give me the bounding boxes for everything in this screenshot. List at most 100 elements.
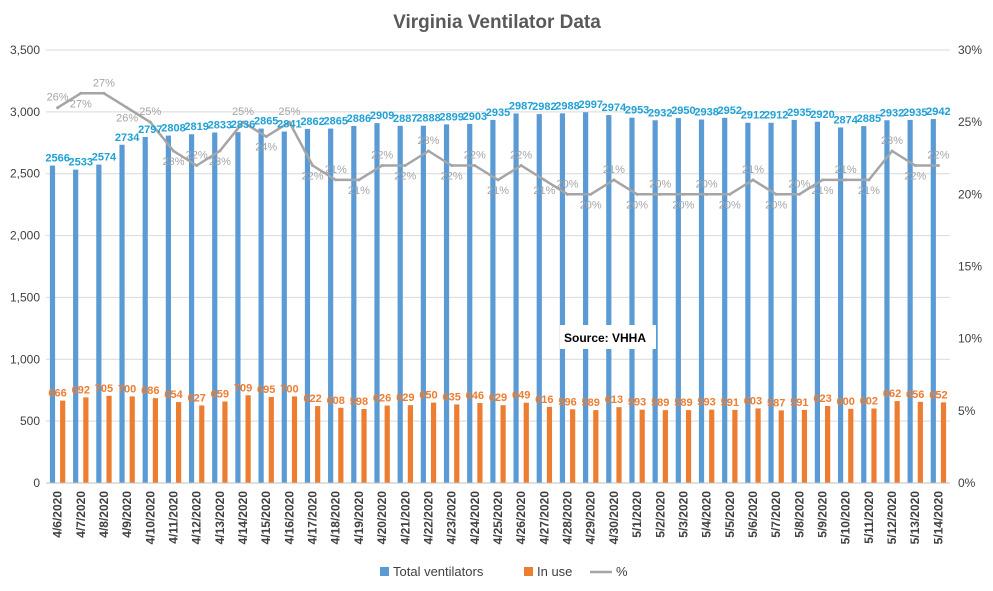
bar-in-use [430,402,437,483]
percent-data-label: 22% [927,149,949,161]
total-data-label: 2952 [718,105,742,117]
bar-in-use [361,409,367,483]
in-use-data-label: 695 [257,384,275,396]
percent-data-label: 24% [255,142,277,154]
x-tick-label: 4/13/2020 [213,491,227,545]
total-data-label: 2841 [277,119,301,131]
y-left-tick-label: 1,000 [10,352,40,366]
x-tick-label: 4/24/2020 [468,491,482,545]
percent-data-label: 21% [835,164,857,176]
in-use-data-label: 602 [860,396,878,408]
left-axis: 0 500 1,000 1,500 2,000 2,500 3,000 3,500 [10,43,40,490]
x-tick-label: 5/8/2020 [792,491,806,538]
in-use-data-label: 666 [48,388,66,400]
bar-total-ventilators [930,119,936,484]
bar-in-use [894,401,900,483]
total-data-label: 2988 [555,100,579,112]
in-use-data-label: 591 [721,397,739,409]
total-data-label: 2888 [416,113,440,125]
percent-data-label: 20% [672,199,694,211]
x-tick-label: 5/10/2020 [839,491,853,545]
percent-point [79,91,83,95]
bar-in-use [709,409,715,483]
bar-in-use [848,408,854,483]
x-tick-label: 5/9/2020 [816,491,830,538]
x-tick-label: 5/13/2020 [908,491,922,545]
x-tick-label: 4/12/2020 [190,491,204,545]
percent-point [797,192,801,196]
bar-in-use [454,404,460,483]
in-use-data-label: 662 [883,388,901,400]
bar-total-ventilators [374,123,380,483]
percent-data-label: 27% [93,77,115,89]
percent-point [241,120,245,124]
bar-in-use [593,410,599,483]
bar-in-use [523,402,529,483]
percent-data-label: 23% [209,156,231,168]
percent-point [148,120,152,124]
bar-total-ventilators [188,134,195,483]
in-use-data-label: 652 [929,389,947,401]
percent-point [890,149,894,153]
total-data-label: 2886 [347,113,371,125]
percent-point [311,163,315,167]
bar-in-use [222,401,228,483]
x-tick-label: 4/6/2020 [51,491,65,538]
source-note-text: Source: VHHA [564,331,646,345]
legend-label-total: Total ventilators [393,564,484,579]
total-data-label: 2899 [439,111,463,123]
x-tick-label: 4/8/2020 [97,491,111,538]
x-tick-label: 4/30/2020 [607,491,621,545]
x-tick-label: 4/18/2020 [329,491,343,545]
percent-data-label: 23% [417,135,439,147]
in-use-data-label: 589 [582,397,600,409]
total-data-label: 2533 [69,157,93,169]
percent-point [519,163,523,167]
bar-in-use [732,409,738,483]
bar-in-use [801,409,808,483]
bar-in-use [60,400,66,483]
bar-total-ventilators [328,128,334,483]
percent-point [705,192,709,196]
total-data-label: 2912 [764,110,788,122]
bar-total-ventilators [96,164,102,483]
x-tick-label: 4/19/2020 [352,491,366,545]
percent-point [357,178,361,182]
total-data-label: 2997 [578,99,602,111]
x-tick-label: 4/26/2020 [514,491,528,545]
y-right-tick-label: 5% [958,404,976,418]
percent-point [728,192,732,196]
bar-in-use [685,410,692,483]
in-use-data-label: 646 [466,390,484,402]
bar-total-ventilators [884,120,890,483]
bar-total-ventilators [652,120,658,483]
y-right-tick-label: 25% [958,115,982,129]
x-tick-label: 4/17/2020 [306,491,320,545]
percent-data-label: 27% [70,98,92,110]
y-left-tick-label: 3,000 [10,105,40,119]
total-data-label: 2734 [115,132,140,144]
x-tick-label: 4/14/2020 [236,491,250,545]
x-tick-label: 5/6/2020 [746,491,760,538]
percent-point [56,106,60,110]
y-right-tick-label: 15% [958,260,982,274]
percent-point [589,192,593,196]
in-use-data-label: 629 [396,392,414,404]
in-use-data-label: 600 [837,396,855,408]
bar-in-use [175,402,182,483]
total-data-label: 2935 [787,107,811,119]
in-use-data-label: 626 [373,393,391,405]
percent-data-label: 26% [47,92,69,104]
x-tick-label: 4/27/2020 [537,491,551,545]
percent-point [218,149,222,153]
in-use-data-label: 616 [535,394,553,406]
bar-in-use [268,397,274,483]
x-tick-label: 5/3/2020 [676,491,690,538]
in-use-data-label: 598 [350,396,368,408]
bar-total-ventilators [675,118,681,484]
legend-swatch-in-use [524,567,533,576]
in-use-data-label: 705 [95,383,113,395]
total-data-label: 2874 [833,114,858,126]
bar-total-ventilators [165,135,171,483]
